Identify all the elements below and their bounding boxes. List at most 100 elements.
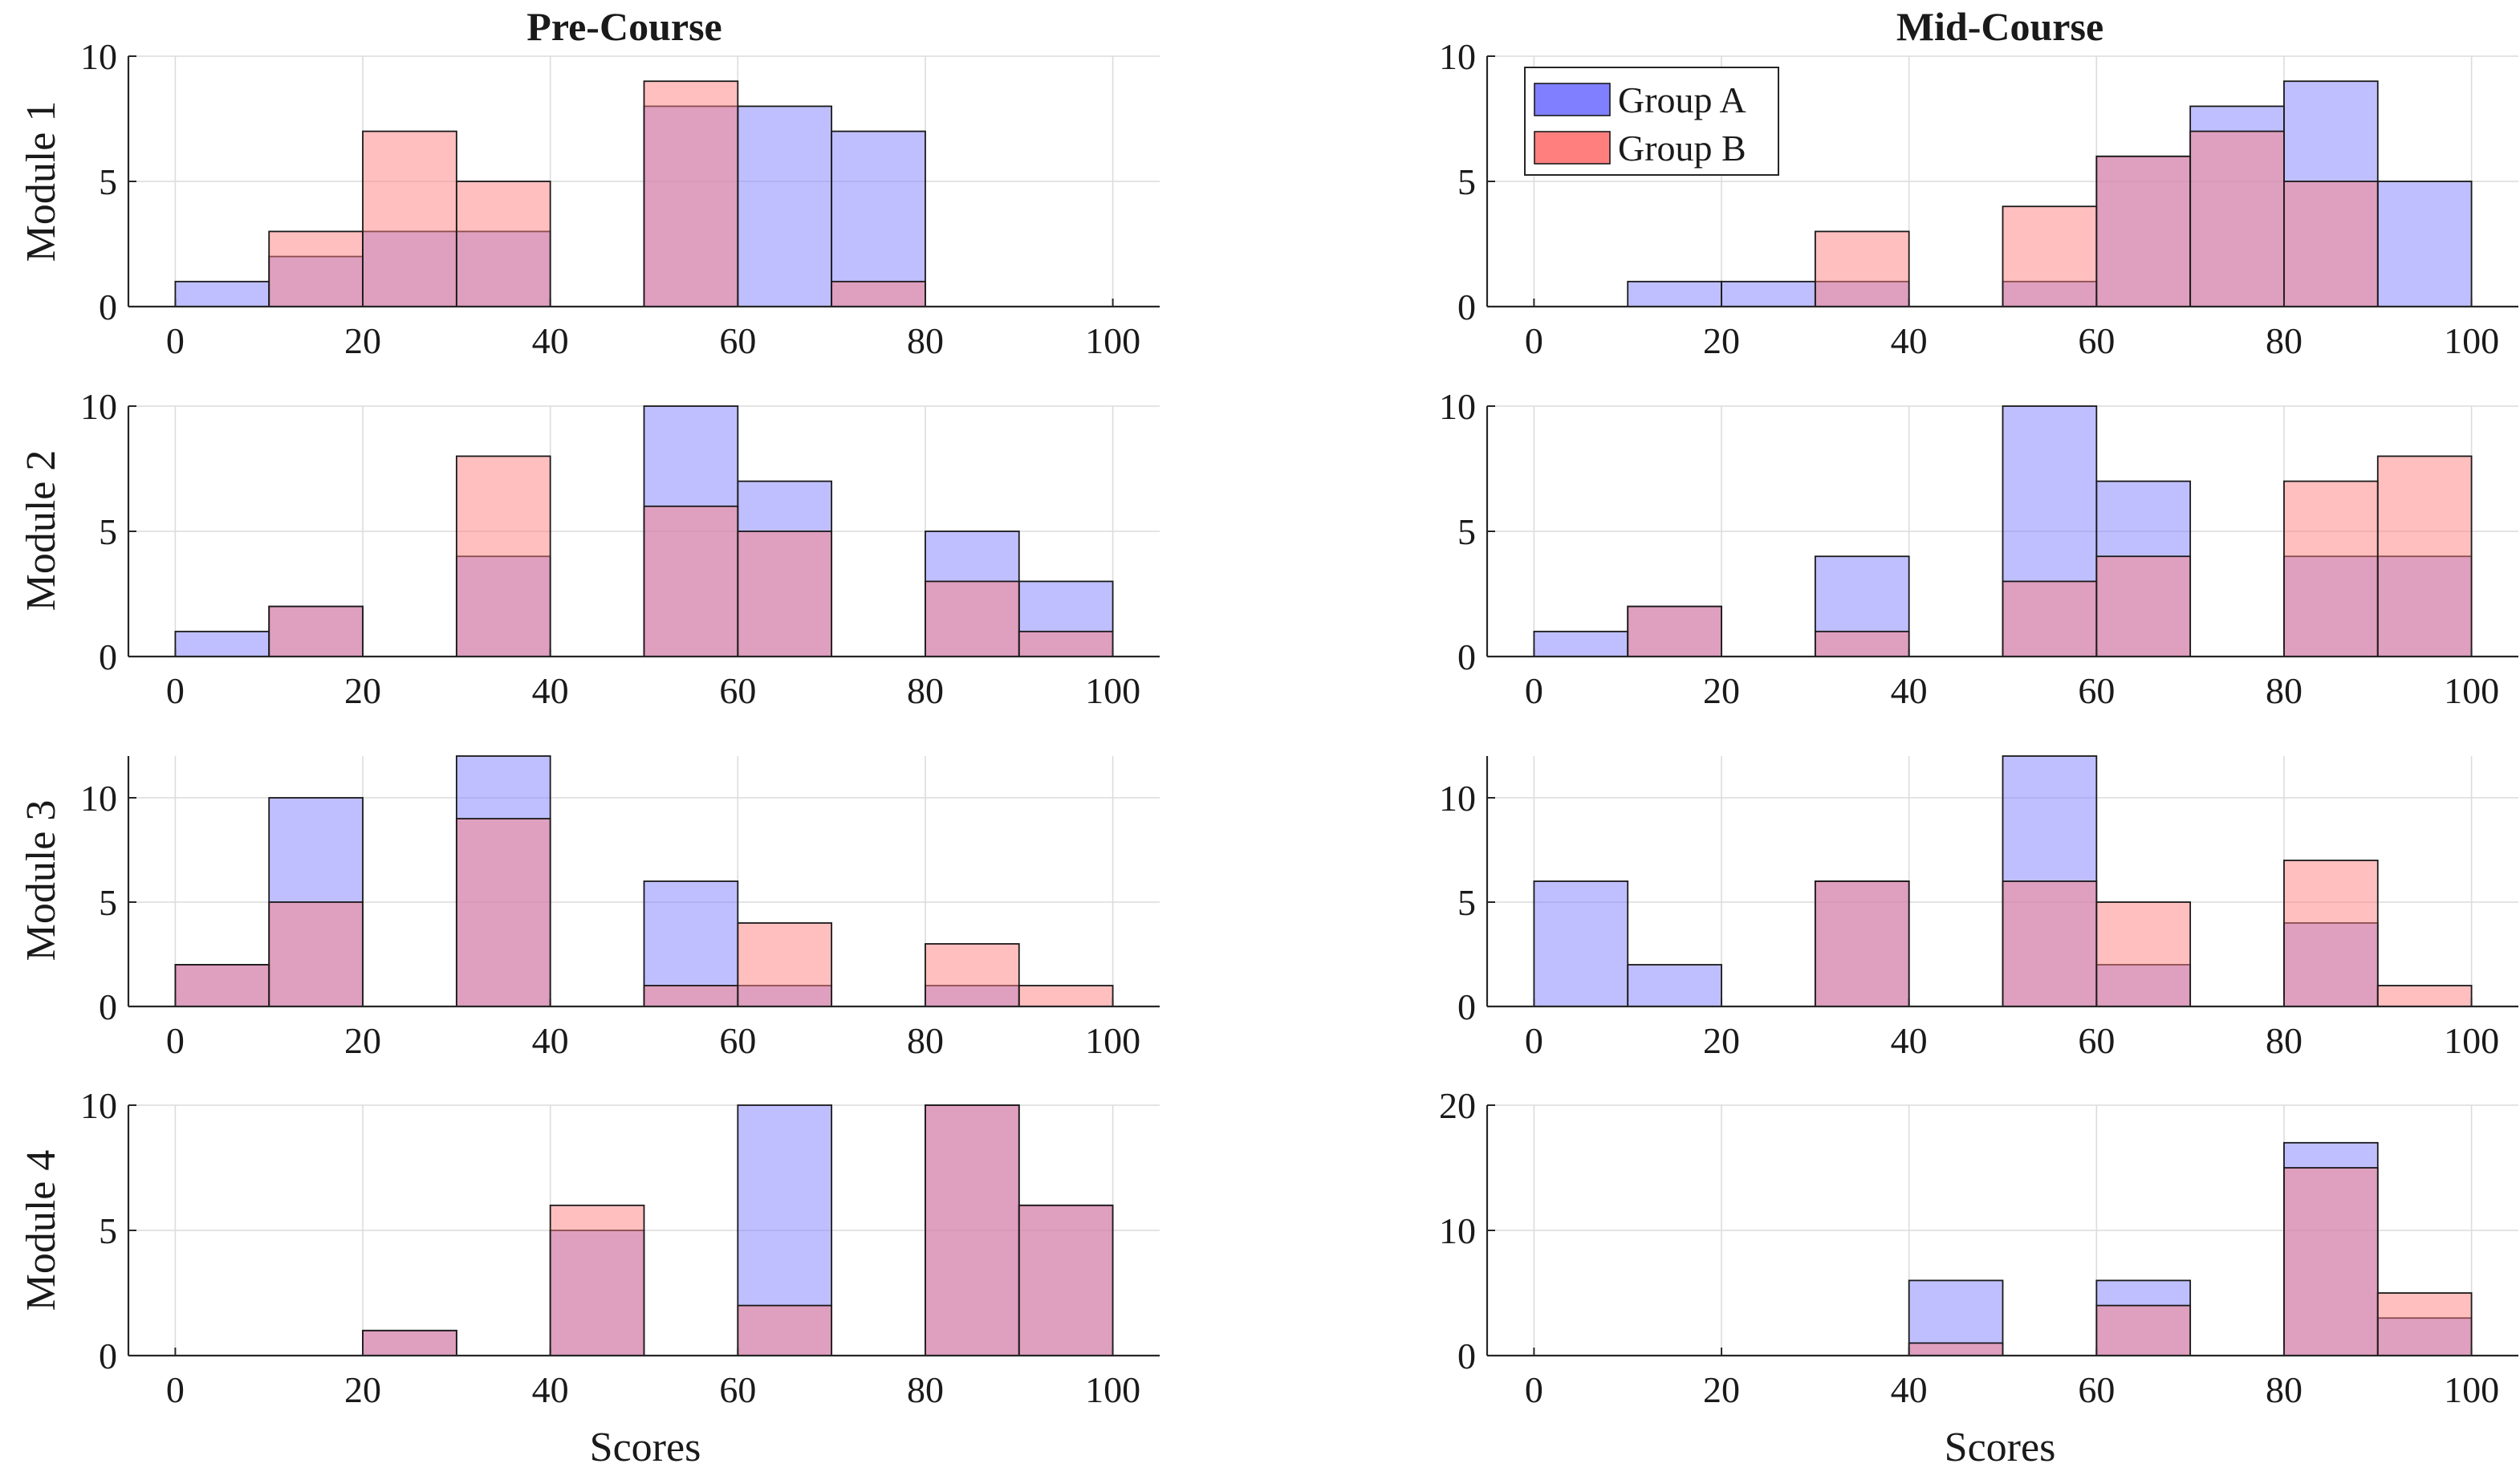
x-tick-label-100: 100 xyxy=(2444,670,2499,711)
x-tick-label-40: 40 xyxy=(532,320,569,361)
bar-group-b-bin-80 xyxy=(2283,480,2379,657)
bar-group-b-bin-50 xyxy=(2002,205,2098,307)
x-tick-label-20: 20 xyxy=(344,670,381,711)
x-tick-label-80: 80 xyxy=(2266,1369,2303,1410)
x-tick-label-60: 60 xyxy=(2078,1369,2115,1410)
bar-group-b-bin-60 xyxy=(737,1304,833,1356)
panel-pre-course-module-2: 0 20 40 60 80 100 0 5 10 xyxy=(80,386,1160,711)
bar-group-b-bin-90 xyxy=(2376,985,2473,1007)
bar-group-a-bin-90 xyxy=(2376,181,2473,307)
y-tick-label-10: 10 xyxy=(1439,778,1476,819)
bar-group-b-bin-60 xyxy=(2095,155,2192,307)
x-tick-label-80: 80 xyxy=(2266,1020,2303,1061)
x-tick-label-100: 100 xyxy=(1085,670,1140,711)
panel-mid-course-module-3: 0 20 40 60 80 100 0 5 10 xyxy=(1439,755,2518,1061)
x-tick-label-20: 20 xyxy=(1703,1020,1740,1061)
bar-group-b-bin-70 xyxy=(831,280,926,307)
x-tick-label-60: 60 xyxy=(719,670,756,711)
x-tick-label-0: 0 xyxy=(166,670,185,711)
x-tick-label-100: 100 xyxy=(2444,320,2499,361)
x-tick-label-80: 80 xyxy=(2266,670,2303,711)
bar-group-b-bin-20 xyxy=(362,130,457,307)
x-tick-label-60: 60 xyxy=(719,320,756,361)
bar-group-b-bin-60 xyxy=(737,531,833,657)
row-label-module-4: Module 4 xyxy=(18,1150,64,1311)
bar-group-b-bin-10 xyxy=(268,901,364,1007)
bar-group-b-bin-80 xyxy=(925,943,1020,1007)
bar-group-b-bin-90 xyxy=(2376,455,2473,657)
x-tick-label-80: 80 xyxy=(907,320,944,361)
bar-group-b-bin-80 xyxy=(2283,1167,2379,1356)
x-axis-label-pre-course: Scores xyxy=(590,1425,701,1470)
bar-group-a-bin-10 xyxy=(1627,280,1722,307)
y-tick-label-10: 10 xyxy=(80,36,117,77)
y-tick-label-0: 0 xyxy=(1457,287,1476,327)
bar-group-b-bin-30 xyxy=(455,455,551,657)
bar-group-b-bin-70 xyxy=(2189,130,2285,307)
panel-mid-course-module-2: 0 20 40 60 80 100 0 5 10 xyxy=(1439,386,2518,711)
bar-group-b-bin-10 xyxy=(268,605,364,657)
y-tick-label-0: 0 xyxy=(1457,1336,1476,1376)
bar-group-b-bin-30 xyxy=(455,818,551,1007)
y-tick-label-5: 5 xyxy=(99,882,117,923)
legend-swatch-group-b xyxy=(1534,131,1611,165)
x-tick-label-40: 40 xyxy=(532,670,569,711)
x-tick-label-60: 60 xyxy=(2078,670,2115,711)
x-tick-label-100: 100 xyxy=(1085,320,1140,361)
y-tick-label-5: 5 xyxy=(99,1210,117,1251)
y-tick-label-10: 10 xyxy=(1439,386,1476,427)
bar-group-b-bin-30 xyxy=(455,181,551,307)
bar-group-b-bin-80 xyxy=(925,580,1020,657)
x-tick-label-40: 40 xyxy=(1891,320,1928,361)
bar-group-b-bin-10 xyxy=(268,230,364,307)
x-tick-label-40: 40 xyxy=(1891,1369,1928,1410)
y-tick-label-0: 0 xyxy=(99,1336,117,1376)
x-tick-label-80: 80 xyxy=(907,1369,944,1410)
panel-pre-course-module-4: 0 20 40 60 80 100 0 5 10 xyxy=(80,1085,1160,1410)
x-tick-label-100: 100 xyxy=(1085,1369,1140,1410)
x-tick-label-40: 40 xyxy=(1891,670,1928,711)
bar-group-a-bin-0 xyxy=(174,280,270,307)
legend: Group A Group B xyxy=(1524,67,1779,176)
y-tick-label-0: 0 xyxy=(99,287,117,327)
y-tick-label-10: 10 xyxy=(1439,36,1476,77)
bar-group-a-bin-20 xyxy=(1721,280,1816,307)
x-tick-label-100: 100 xyxy=(1085,1020,1140,1061)
x-tick-label-20: 20 xyxy=(344,1020,381,1061)
legend-label-group-a: Group A xyxy=(1618,79,1746,120)
x-tick-label-20: 20 xyxy=(1703,670,1740,711)
x-tick-label-0: 0 xyxy=(166,1369,185,1410)
row-label-module-3: Module 3 xyxy=(18,800,64,962)
bar-group-b-bin-40 xyxy=(549,1204,645,1356)
x-tick-label-100: 100 xyxy=(2444,1369,2499,1410)
bar-group-b-bin-60 xyxy=(737,922,833,1007)
x-tick-label-20: 20 xyxy=(1703,1369,1740,1410)
y-tick-label-5: 5 xyxy=(99,161,117,202)
y-tick-label-10: 10 xyxy=(80,778,117,819)
x-tick-label-20: 20 xyxy=(344,320,381,361)
x-tick-label-60: 60 xyxy=(719,1020,756,1061)
bar-group-b-bin-30 xyxy=(1814,230,1910,307)
x-tick-label-0: 0 xyxy=(1525,670,1543,711)
y-tick-label-0: 0 xyxy=(1457,636,1476,677)
y-tick-label-10: 10 xyxy=(80,1085,117,1126)
bar-group-b-bin-50 xyxy=(643,505,739,657)
x-tick-label-60: 60 xyxy=(719,1369,756,1410)
bar-group-b-bin-80 xyxy=(925,1104,1020,1356)
bar-group-a-bin-70 xyxy=(831,130,926,307)
x-tick-label-0: 0 xyxy=(166,320,185,361)
bar-group-b-bin-50 xyxy=(643,985,739,1007)
x-tick-label-40: 40 xyxy=(532,1369,569,1410)
x-tick-label-0: 0 xyxy=(1525,320,1543,361)
x-tick-label-20: 20 xyxy=(344,1369,381,1410)
bar-group-b-bin-90 xyxy=(2376,1292,2473,1356)
x-tick-label-80: 80 xyxy=(907,1020,944,1061)
row-label-module-1: Module 1 xyxy=(18,101,64,262)
x-tick-label-20: 20 xyxy=(1703,320,1740,361)
y-tick-label-5: 5 xyxy=(99,511,117,552)
y-tick-label-5: 5 xyxy=(1457,882,1476,923)
bar-group-b-bin-10 xyxy=(1627,605,1722,657)
y-tick-label-10: 10 xyxy=(1439,1210,1476,1251)
